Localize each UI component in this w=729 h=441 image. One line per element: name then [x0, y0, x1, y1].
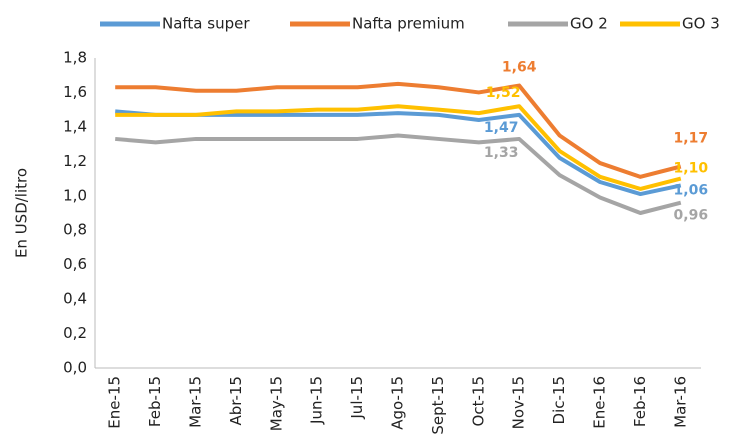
x-tick-label: Nov-15	[510, 376, 528, 429]
y-tick-label: 1,8	[63, 49, 87, 67]
data-label: 1,06	[674, 182, 709, 198]
legend-label: GO 3	[682, 15, 720, 33]
y-tick-label: 0,2	[63, 324, 87, 342]
data-label: 1,52	[486, 85, 521, 101]
y-tick-label: 0,6	[63, 255, 87, 273]
x-tick-label: Feb-15	[146, 376, 164, 427]
x-tick-label: Abr-15	[227, 376, 245, 426]
x-tick-label: May-15	[267, 376, 285, 431]
y-tick-label: 1,4	[63, 117, 87, 135]
x-tick-label: Mar-15	[187, 376, 205, 428]
data-label: 1,33	[484, 145, 519, 161]
legend-label: GO 2	[570, 15, 608, 33]
x-tick-label: Oct-15	[469, 376, 487, 426]
x-tick-label: Sept-15	[429, 376, 447, 435]
y-tick-label: 1,2	[63, 152, 87, 170]
series-line	[115, 133, 682, 215]
y-tick-label: 0,0	[63, 359, 87, 377]
x-tick-label: Jun-15	[308, 376, 326, 425]
x-tick-label: Ago-15	[389, 376, 407, 430]
y-axis-label: En USD/litro	[13, 168, 31, 258]
data-label: 1,17	[674, 131, 709, 147]
x-tick-label: Jul-15	[348, 376, 366, 420]
x-tick-label: Ene-16	[591, 376, 609, 429]
data-label: 1,47	[484, 120, 519, 136]
series-line	[115, 81, 682, 179]
y-tick-label: 1,0	[63, 186, 87, 204]
data-label: 1,64	[502, 60, 537, 76]
x-tick-label: Dic-15	[550, 376, 568, 424]
y-tick-label: 0,8	[63, 221, 87, 239]
series-line	[115, 104, 682, 191]
series-line	[115, 109, 682, 197]
data-label: 1,10	[674, 161, 709, 177]
x-tick-label: Feb-16	[631, 376, 649, 427]
x-tick-label: Mar-16	[671, 376, 689, 428]
legend-label: Nafta super	[162, 15, 250, 33]
legend-label: Nafta premium	[352, 15, 465, 33]
x-tick-label: Ene-15	[106, 376, 124, 429]
y-tick-label: 1,6	[63, 83, 87, 101]
y-tick-label: 0,4	[63, 290, 87, 308]
data-label: 0,96	[674, 208, 709, 224]
